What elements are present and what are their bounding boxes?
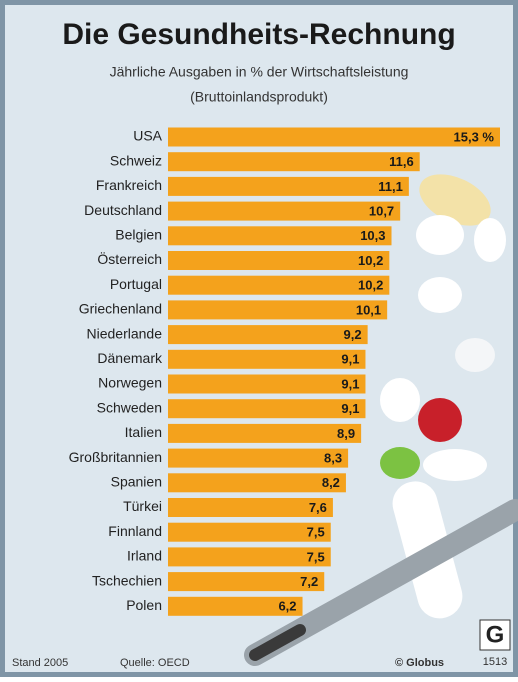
infographic: Die Gesundheits-Rechnung Jährliche Ausga… <box>0 0 518 677</box>
category-label: Niederlande <box>87 325 163 341</box>
category-label: Tschechien <box>92 572 162 588</box>
category-label: Schweden <box>97 399 162 415</box>
bar <box>168 473 346 492</box>
value-label: 7,5 <box>307 549 325 564</box>
bar <box>168 325 368 344</box>
logo: G <box>486 621 505 648</box>
bar <box>168 424 361 443</box>
bar <box>168 177 409 196</box>
bar <box>168 152 420 171</box>
value-label: 7,6 <box>309 500 327 515</box>
footer-date: Stand 2005 <box>12 657 68 669</box>
bar <box>168 251 389 270</box>
value-label: 8,2 <box>322 475 340 490</box>
subtitle: (Bruttoinlandsprodukt) <box>190 89 328 105</box>
value-label: 10,1 <box>356 302 381 317</box>
value-label: 8,9 <box>337 426 355 441</box>
value-label: 9,1 <box>341 352 359 367</box>
category-label: Österreich <box>97 250 162 267</box>
bar <box>168 375 365 394</box>
category-label: Italien <box>125 424 162 440</box>
footer-source: Quelle: OECD <box>120 657 190 669</box>
value-label: 9,1 <box>341 376 359 391</box>
value-label: 15,3 % <box>454 129 495 144</box>
category-label: Schweiz <box>110 152 162 168</box>
bar <box>168 300 387 319</box>
category-label: Portugal <box>110 276 162 292</box>
category-label: Türkei <box>123 498 162 514</box>
category-label: Polen <box>126 597 162 613</box>
footer-credit: © Globus <box>395 657 444 669</box>
value-label: 10,2 <box>358 253 383 268</box>
category-label: Norwegen <box>98 375 162 391</box>
category-label: Spanien <box>111 474 162 490</box>
value-label: 6,2 <box>278 599 296 614</box>
category-label: Belgien <box>115 227 162 243</box>
bar <box>168 226 392 245</box>
value-label: 10,3 <box>360 228 385 243</box>
value-label: 10,7 <box>369 204 394 219</box>
value-label: 9,1 <box>341 401 359 416</box>
value-label: 10,2 <box>358 278 383 293</box>
bar <box>168 202 400 221</box>
footer-number: 1513 <box>483 656 507 668</box>
category-label: Griechenland <box>79 301 162 317</box>
bar <box>168 276 389 295</box>
bar <box>168 399 365 418</box>
value-label: 8,3 <box>324 451 342 466</box>
category-label: Dänemark <box>97 350 163 366</box>
category-label: Deutschland <box>84 202 162 218</box>
bar <box>168 449 348 468</box>
value-label: 7,5 <box>307 525 325 540</box>
chart-title: Die Gesundheits-Rechnung <box>62 18 455 51</box>
category-label: Großbritannien <box>69 449 162 465</box>
bar <box>168 128 500 147</box>
category-label: USA <box>133 128 162 144</box>
bar <box>168 350 365 369</box>
value-label: 11,1 <box>378 179 403 194</box>
value-label: 7,2 <box>300 574 318 589</box>
subtitle: Jährliche Ausgaben in % der Wirtschaftsl… <box>110 64 409 80</box>
value-label: 9,2 <box>344 327 362 342</box>
category-label: Finnland <box>108 523 162 539</box>
category-label: Irland <box>127 548 162 564</box>
value-label: 11,6 <box>389 154 414 169</box>
category-label: Frankreich <box>96 177 162 193</box>
